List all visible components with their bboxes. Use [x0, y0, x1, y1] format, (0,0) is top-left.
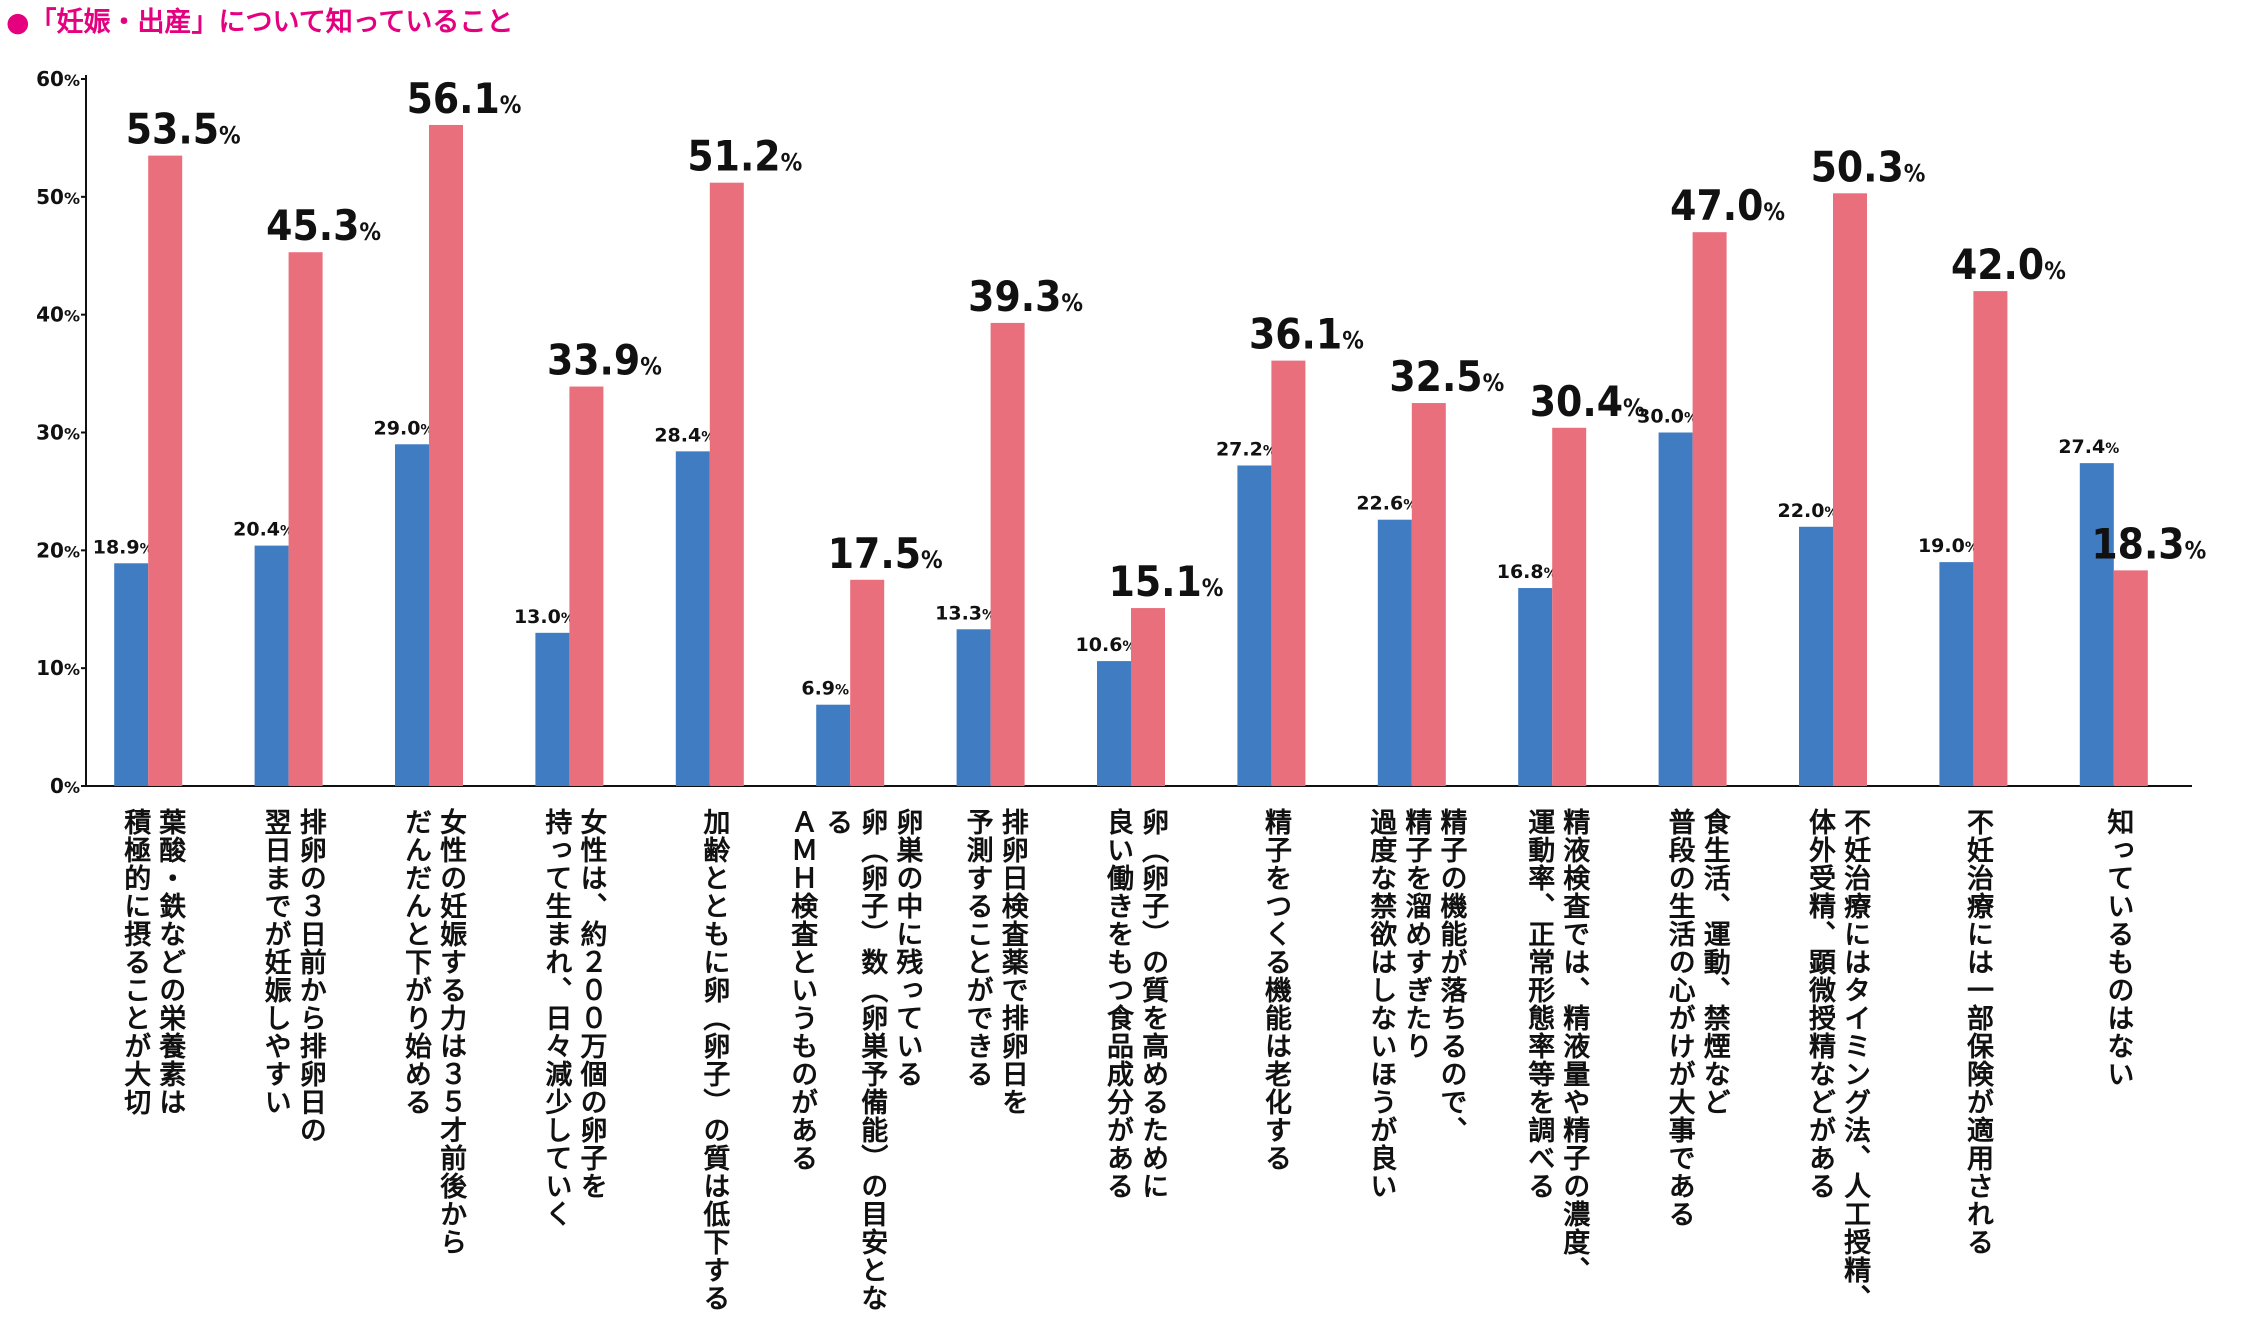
x-tick-label: 精液検査では、精液量や精子の濃度、 運動率、正常形態率等を調べる: [1523, 808, 1590, 1284]
x-tick-label: 食生活、運動、禁煙など 普段の生活の心がけが大事である: [1663, 808, 1730, 1228]
y-tick-label: 40%: [36, 303, 80, 327]
value-label: 10.6%: [1076, 634, 1137, 656]
value-label: 56.1%: [407, 74, 522, 123]
y-tick-label: 0%: [50, 774, 80, 798]
value-label: 39.3%: [968, 272, 1083, 321]
bar: [114, 563, 149, 786]
x-tick-label: 女性は、約２００万個の卵子を 持って生まれ、日々減少していく: [540, 808, 607, 1228]
bar: [1799, 526, 1833, 786]
value-label: 47.0%: [1670, 181, 1785, 230]
value-label: 42.0%: [1951, 240, 2066, 289]
x-tick-label: 不妊治療にはタイミング法、人工授精、 体外受精、顕微授精などがある: [1804, 808, 1871, 1312]
value-label: 29.0%: [374, 417, 435, 439]
bar: [675, 451, 710, 786]
x-tick-label: 加齢とともに卵（卵子）の質は低下する: [698, 808, 730, 1312]
value-label: 22.6%: [1356, 493, 1417, 515]
bar: [1658, 432, 1693, 786]
value-label: 18.9%: [93, 536, 154, 558]
x-tick-label: 知っているものはない: [2102, 808, 2134, 1088]
value-label: 53.5%: [126, 105, 241, 154]
bar: [1411, 403, 1446, 786]
bar: [1377, 519, 1412, 786]
x-tick-label: 卵（卵子）の質を高めるために 良い働きをもつ食品成分がある: [1102, 808, 1169, 1200]
bar: [288, 252, 323, 787]
value-label: 13.3%: [935, 602, 996, 624]
x-tick-label: 葉酸・鉄などの栄養素は 積極的に摂ることが大切: [119, 808, 186, 1116]
bar: [395, 444, 429, 786]
value-label: 6.9%: [801, 678, 849, 700]
bar: [1692, 232, 1727, 786]
bar: [254, 545, 289, 786]
chart-title: ●「妊娠・出産」について知っていること: [6, 7, 514, 38]
value-label: 15.1%: [1109, 557, 1224, 606]
x-tick-label: 精子の機能が落ちるので、 精子を溜めすぎたり 過度な禁欲はしないほうが良い: [1365, 808, 1467, 1200]
y-tick-label: 30%: [36, 421, 80, 445]
bar: [850, 579, 885, 786]
value-label: 32.5%: [1389, 352, 1504, 401]
bar: [1973, 291, 2008, 786]
bar: [569, 386, 604, 786]
value-label: 51.2%: [687, 132, 802, 181]
value-label: 30.4%: [1530, 377, 1645, 426]
bar: [1833, 193, 1867, 786]
value-label: 27.2%: [1216, 438, 1277, 460]
y-tick-label: 20%: [36, 538, 80, 562]
bar: [1271, 360, 1306, 786]
x-tick-label: 排卵日検査薬で排卵日を 予測することができる: [961, 808, 1028, 1116]
bar: [535, 632, 570, 786]
bar: [1097, 661, 1131, 786]
bar: [2079, 463, 2114, 786]
bar: [429, 124, 463, 786]
value-label: 45.3%: [266, 201, 381, 250]
value-label: 27.4%: [2058, 436, 2119, 458]
bar: [1131, 608, 1165, 786]
value-label: 19.0%: [1918, 535, 1979, 557]
bar: [1237, 465, 1272, 786]
x-tick-label: 卵巣の中に残っている 卵（卵子）数（卵巣予備能）の目安となる ＡＭＨ検査というも…: [786, 808, 923, 1312]
value-label: 30.0%: [1637, 406, 1698, 428]
value-label: 33.9%: [547, 336, 662, 385]
value-label: 18.3%: [2091, 519, 2206, 568]
x-tick-label: 不妊治療には一部保険が適用される: [1961, 808, 1993, 1256]
bar: [956, 629, 991, 786]
value-label: 28.4%: [654, 424, 715, 446]
y-tick-label: 10%: [36, 656, 80, 680]
value-label: 20.4%: [233, 519, 294, 541]
bar: [1518, 588, 1553, 786]
x-tick-label: 女性の妊娠する力は３５才前後から だんだんと下がり始める: [400, 808, 467, 1256]
bar: [148, 155, 183, 786]
x-tick-label: 精子をつくる機能は老化する: [1259, 808, 1291, 1172]
x-tick-label: 排卵の３日前から排卵日の 翌日までが妊娠しやすい: [259, 808, 326, 1144]
bar: [709, 182, 744, 786]
bar: [2113, 570, 2148, 786]
y-tick-label: 60%: [36, 67, 80, 91]
value-label: 50.3%: [1811, 142, 1926, 191]
bar: [990, 322, 1025, 786]
value-label: 22.0%: [1778, 500, 1839, 522]
value-label: 16.8%: [1497, 561, 1558, 583]
y-tick-label: 50%: [36, 185, 80, 209]
value-label: 17.5%: [828, 529, 943, 578]
value-label: 13.0%: [514, 606, 575, 628]
bar: [1939, 562, 1974, 786]
value-label: 36.1%: [1249, 310, 1364, 359]
bar: [816, 704, 851, 786]
bar: [1552, 427, 1587, 786]
